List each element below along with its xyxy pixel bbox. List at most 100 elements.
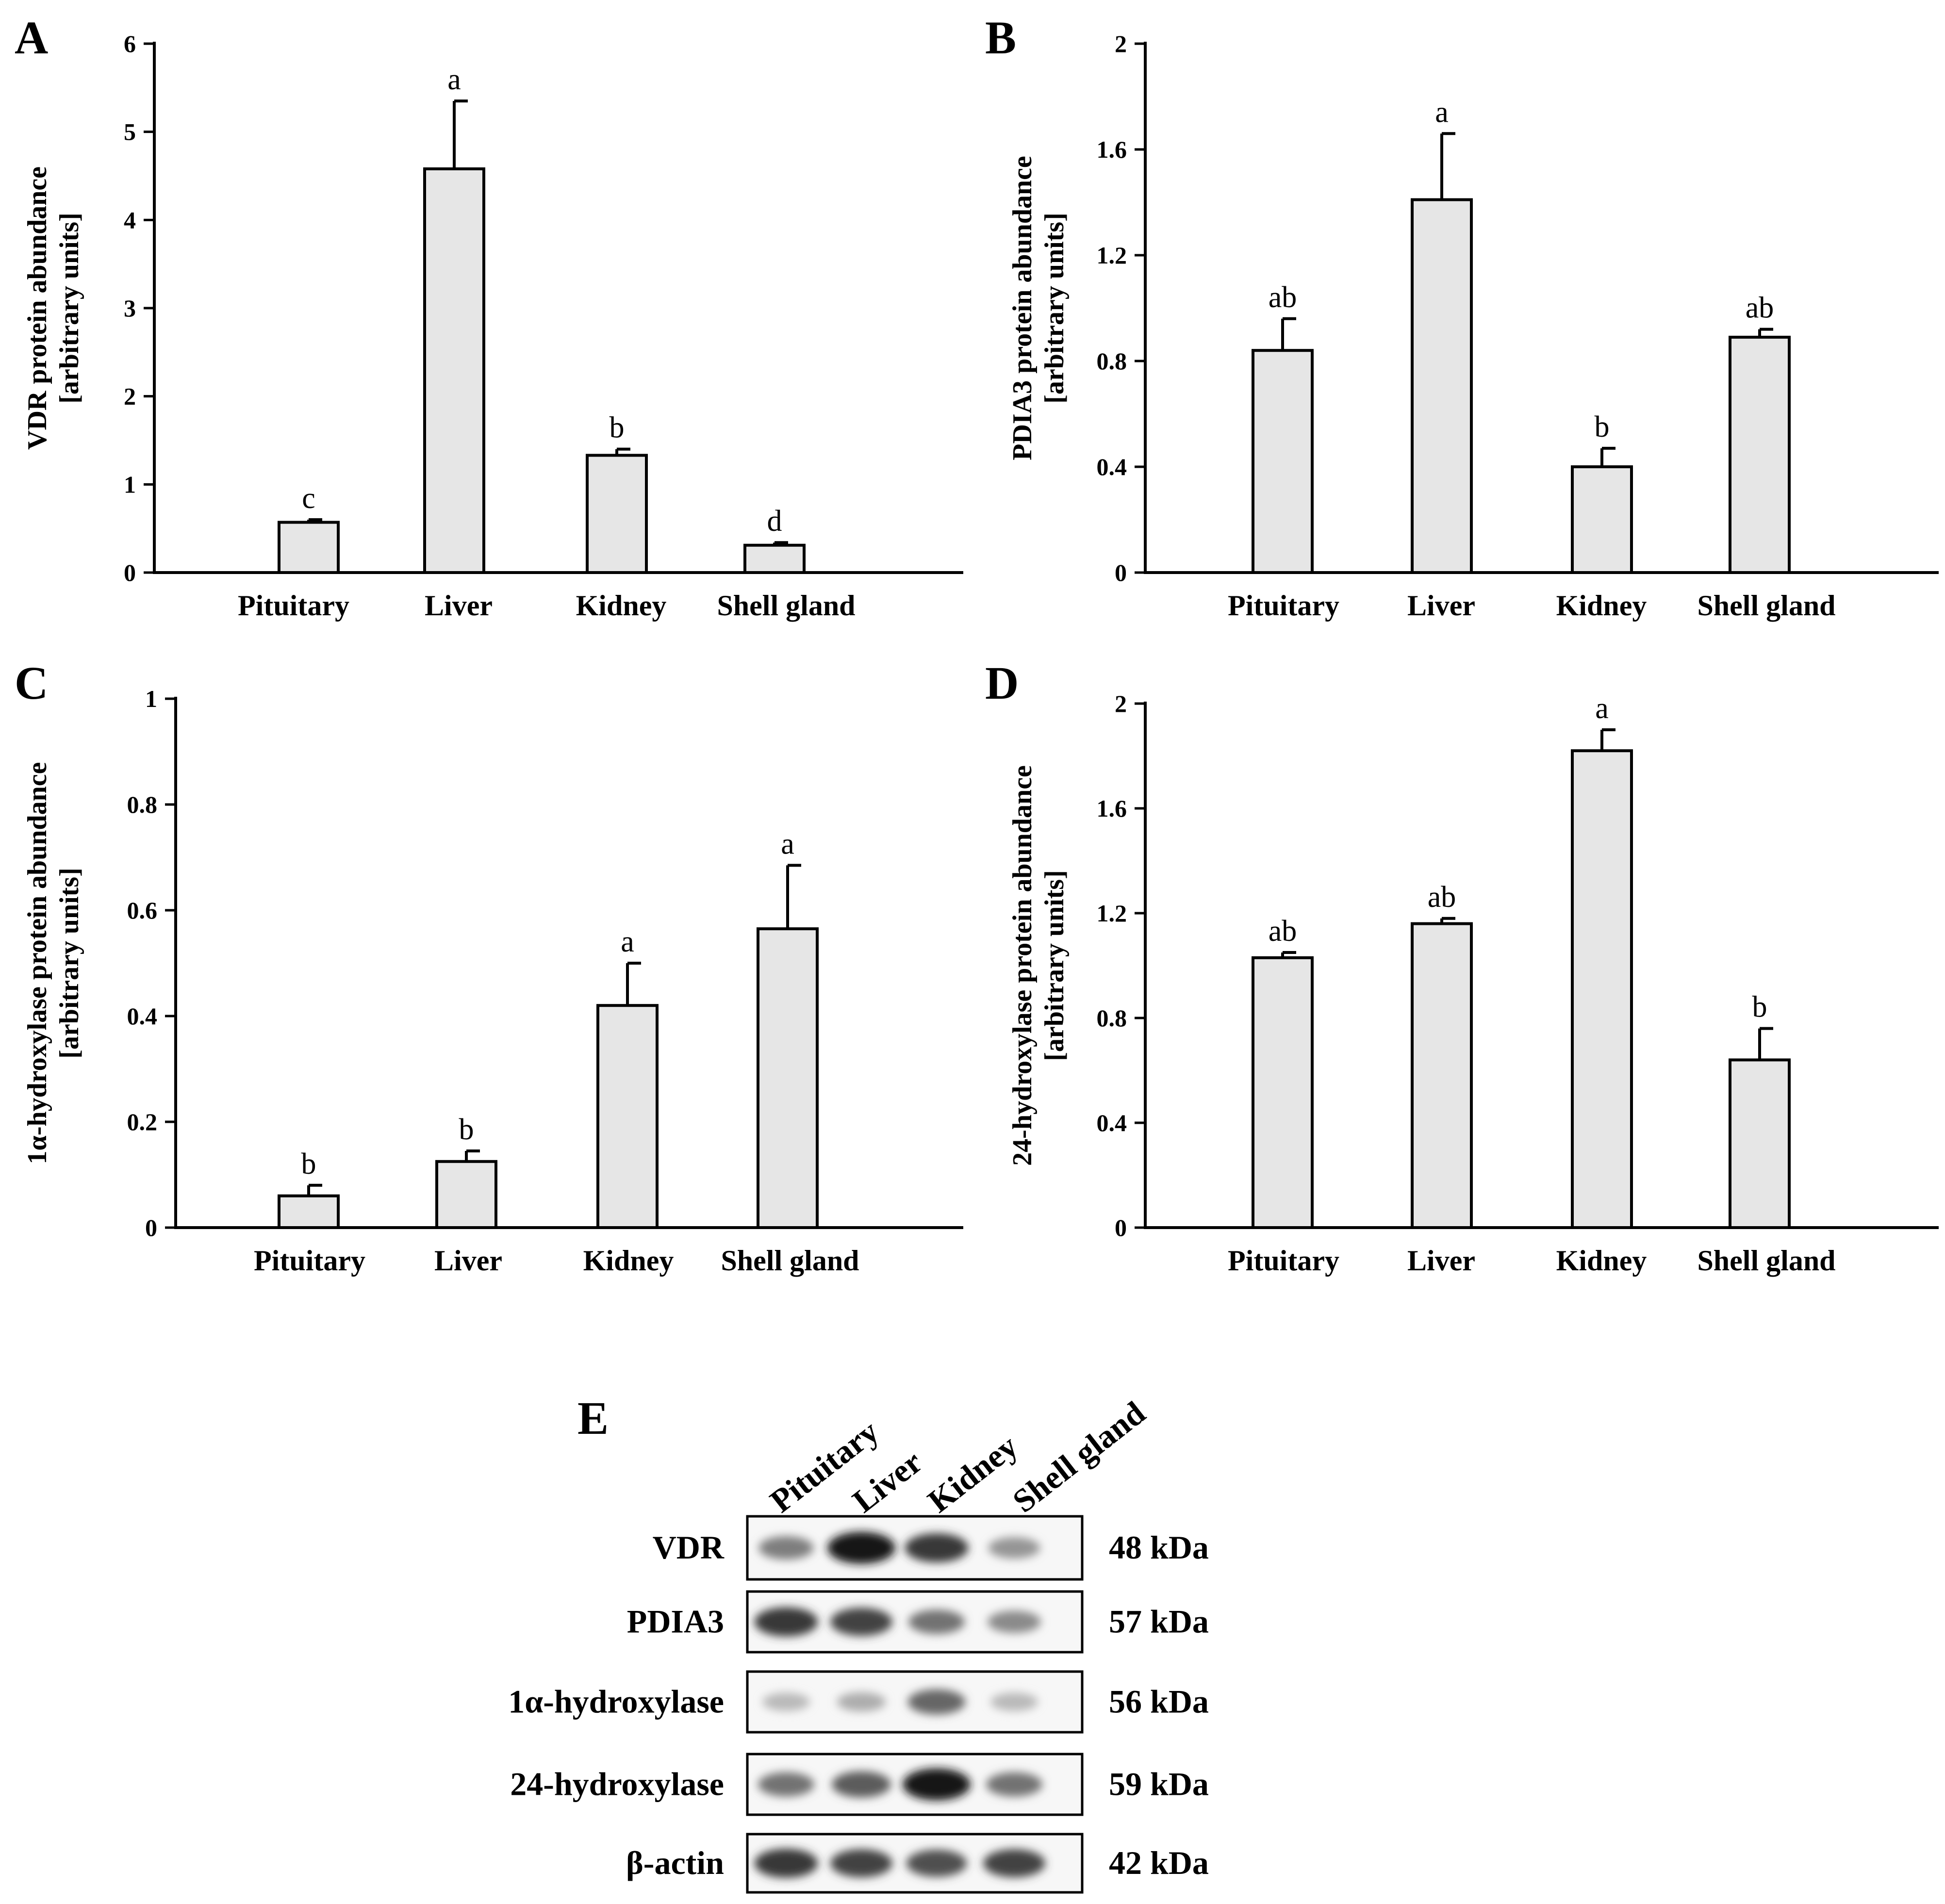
blot-band xyxy=(907,1689,966,1715)
y-tick-label: 0 xyxy=(1115,1214,1127,1241)
blot-protein-label: VDR xyxy=(653,1529,725,1566)
y-tick-label: 0.4 xyxy=(1097,453,1127,480)
panel-letter: B xyxy=(985,12,1016,64)
blot-band xyxy=(988,1537,1040,1559)
significance-label: c xyxy=(302,482,315,515)
bar-pituitary xyxy=(278,521,340,574)
y-tick-label: 1.2 xyxy=(1097,242,1127,269)
y-axis-label: 1α-hydroxylase protein abundance[arbitra… xyxy=(22,762,84,1165)
significance-label: b xyxy=(1595,410,1610,443)
bar-liver xyxy=(435,1160,497,1229)
lane-header: Shell gland xyxy=(1005,1394,1152,1520)
y-axis-label-line: [arbitrary units] xyxy=(1039,213,1070,404)
blot-band xyxy=(908,1609,965,1634)
y-tick-label: 2 xyxy=(124,383,136,410)
blot-band xyxy=(758,1772,814,1797)
x-category-label: Liver xyxy=(1407,1245,1475,1277)
bar-kidney xyxy=(596,1004,659,1229)
bar-liver xyxy=(1411,922,1473,1229)
x-category-label: Shell gland xyxy=(721,1245,859,1277)
bar-liver xyxy=(423,167,485,574)
bar-pituitary xyxy=(278,1194,340,1230)
y-tick-label: 1.6 xyxy=(1097,136,1127,163)
y-tick-label: 4 xyxy=(124,206,136,233)
blot-protein-label: PDIA3 xyxy=(627,1603,724,1640)
blot-band xyxy=(990,1692,1038,1711)
significance-label: b xyxy=(301,1148,316,1181)
lane-header: Kidney xyxy=(921,1428,1024,1520)
bar-kidney xyxy=(586,454,648,574)
blot-band xyxy=(754,1849,818,1878)
blot-band xyxy=(754,1607,818,1637)
y-axis-label-line: PDIA3 protein abundance xyxy=(1007,156,1038,460)
y-tick-label: 3 xyxy=(124,295,136,322)
significance-label: a xyxy=(1595,692,1609,725)
chart-panel-b: B 0 0.4 0.8 1.2 1.6 2 PDIA3 protein abundance[a… xyxy=(985,12,1939,622)
y-tick-label: 0 xyxy=(1115,559,1127,586)
blot-band xyxy=(906,1850,967,1877)
y-tick-label: 0.8 xyxy=(1097,1004,1127,1032)
blot-band xyxy=(832,1771,891,1798)
blot-band xyxy=(762,1692,810,1711)
blot-band xyxy=(758,1536,814,1559)
x-category-label: Kidney xyxy=(1556,590,1647,622)
x-category-label: Shell gland xyxy=(1697,590,1835,622)
y-axis-label-line: [arbitrary units] xyxy=(1039,870,1070,1061)
y-axis-label-line: VDR protein abundance xyxy=(22,166,52,450)
x-category-label: Kidney xyxy=(583,1245,674,1277)
blot-band xyxy=(905,1533,969,1562)
significance-label: a xyxy=(447,63,461,96)
y-tick-label: 0.2 xyxy=(127,1108,158,1135)
y-tick-label: 1 xyxy=(145,685,157,712)
y-tick-label: 0.6 xyxy=(127,897,158,924)
blot-size-label: 59 kDa xyxy=(1109,1766,1209,1803)
blot-row-4: 24-hydroxylase 59 kDa xyxy=(510,1753,1209,1816)
bar-kidney xyxy=(1571,465,1633,574)
blot-band xyxy=(830,1608,892,1636)
y-tick-label: 2 xyxy=(1115,30,1127,57)
bar-shell-gland xyxy=(757,927,819,1229)
blot-size-label: 57 kDa xyxy=(1109,1603,1209,1640)
y-tick-label: 0 xyxy=(145,1214,157,1241)
bar-pituitary xyxy=(1252,349,1314,574)
bar-shell-gland xyxy=(743,543,806,574)
blot-band xyxy=(837,1692,886,1712)
significance-label: b xyxy=(610,411,625,444)
x-category-label: Shell gland xyxy=(1697,1245,1835,1277)
blot-band xyxy=(903,1768,971,1801)
x-category-label: Kidney xyxy=(1556,1245,1647,1277)
y-axis-label: VDR protein abundance[arbitrary units] xyxy=(22,166,84,450)
blot-size-label: 48 kDa xyxy=(1109,1529,1209,1566)
y-tick-label: 5 xyxy=(124,118,136,146)
y-axis-label-line: [arbitrary units] xyxy=(54,868,84,1059)
x-category-label: Kidney xyxy=(576,590,667,622)
blot-protein-label: 24-hydroxylase xyxy=(510,1766,724,1803)
significance-label: b xyxy=(459,1113,474,1146)
y-tick-label: 1.2 xyxy=(1097,900,1127,927)
bar-pituitary xyxy=(1252,956,1314,1230)
y-tick-label: 1.6 xyxy=(1097,795,1127,822)
bar-shell-gland xyxy=(1729,335,1791,574)
panel-letter: D xyxy=(985,657,1019,709)
y-tick-label: 1 xyxy=(124,471,136,498)
y-tick-label: 0.4 xyxy=(1097,1109,1127,1136)
blot-size-label: 42 kDa xyxy=(1109,1844,1209,1881)
x-category-label: Liver xyxy=(434,1245,502,1277)
blot-band xyxy=(830,1849,892,1877)
y-axis-label: PDIA3 protein abundance[arbitrary units] xyxy=(1007,156,1070,460)
blot-row-5: β-actin 42 kDa xyxy=(626,1833,1209,1894)
y-tick-label: 0.8 xyxy=(1097,347,1127,375)
y-axis-label-line: 1α-hydroxylase protein abundance xyxy=(22,762,52,1165)
panel-letter: E xyxy=(577,1392,609,1444)
blot-protein-label: 1α-hydroxylase xyxy=(508,1683,724,1720)
x-category-label: Shell gland xyxy=(717,590,855,622)
significance-label: a xyxy=(1435,96,1449,129)
significance-label: a xyxy=(621,925,634,958)
blot-protein-label: β-actin xyxy=(626,1844,724,1881)
significance-label: d xyxy=(767,505,782,538)
significance-label: ab xyxy=(1269,281,1297,314)
significance-label: ab xyxy=(1269,915,1297,948)
bar-liver xyxy=(1411,198,1473,574)
